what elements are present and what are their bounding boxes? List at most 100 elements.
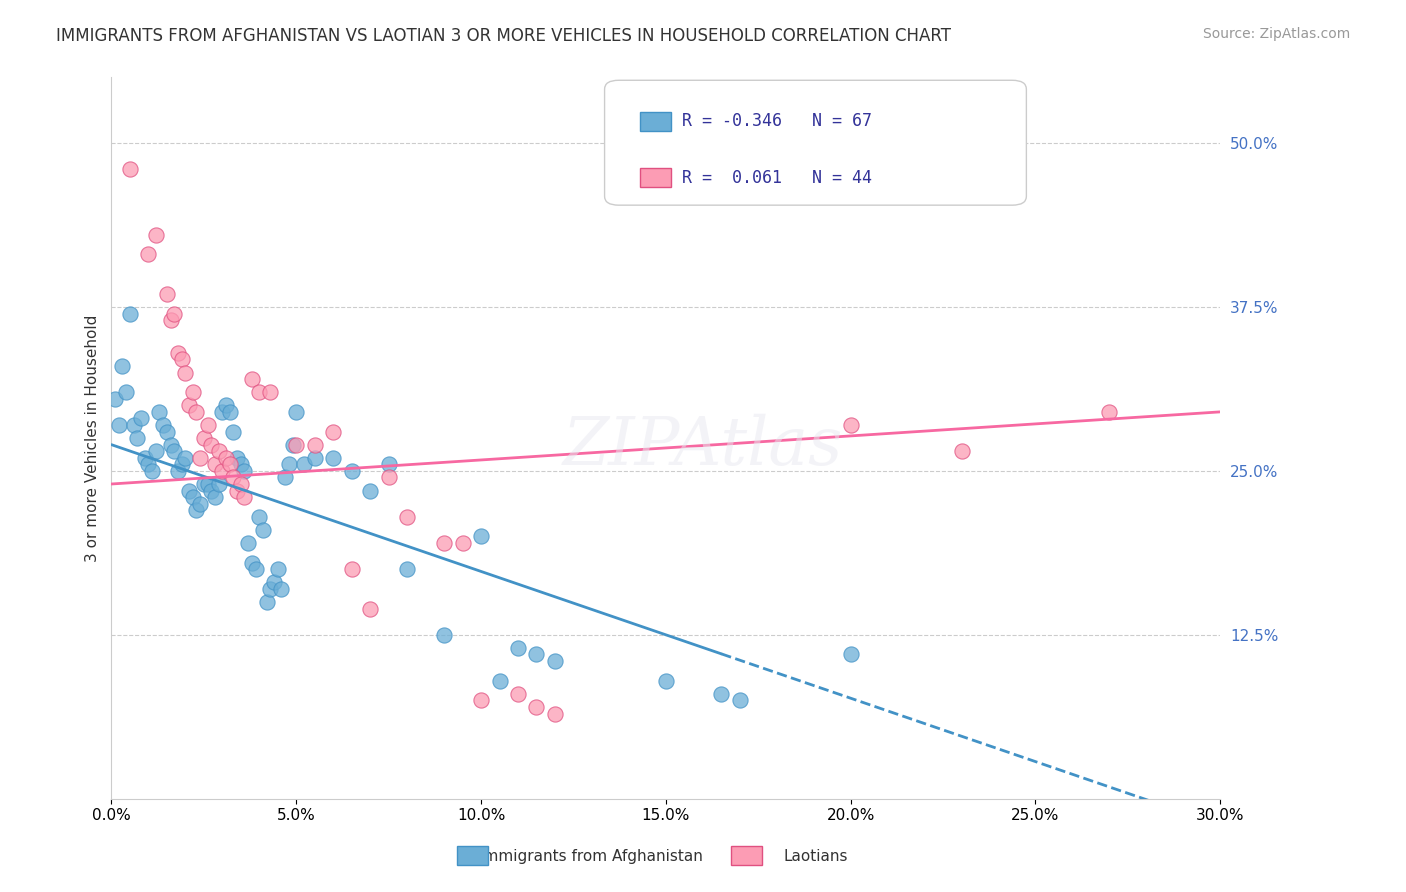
Text: R = -0.346   N = 67: R = -0.346 N = 67 [682,112,872,130]
Point [138,458,160,472]
Point [104,392,127,406]
Point [174,450,197,465]
Point [322,450,344,465]
Point [129,411,152,425]
Point [433,628,456,642]
Point [186,405,208,419]
Point [506,687,529,701]
Point [193,477,215,491]
Point [277,458,299,472]
Point [263,575,285,590]
Point [218,405,240,419]
Point [238,536,260,550]
Point [245,562,267,576]
Point [170,458,193,472]
Point [148,405,170,419]
Point [506,640,529,655]
Y-axis label: 3 or more Vehicles in Household: 3 or more Vehicles in Household [86,314,100,562]
Point [177,398,200,412]
Point [204,490,226,504]
Point [233,490,256,504]
Text: ZIPAtlas: ZIPAtlas [562,413,844,479]
Point [839,648,862,662]
Point [322,425,344,439]
Point [122,417,145,432]
Point [141,464,163,478]
Point [181,385,204,400]
Point [229,477,252,491]
Point [222,425,245,439]
Point [281,437,304,451]
Point [396,509,419,524]
Point [340,562,363,576]
Point [526,648,548,662]
Point [259,582,281,596]
Point [247,509,270,524]
Point [240,556,263,570]
Point [728,693,751,707]
Point [163,444,186,458]
Point [359,483,381,498]
Point [267,562,290,576]
Point [270,582,292,596]
Point [240,372,263,386]
Point [207,444,229,458]
Point [156,286,179,301]
Point [197,477,219,491]
Point [111,359,134,373]
Point [163,306,186,320]
Point [470,693,492,707]
Point [115,385,138,400]
Point [218,458,240,472]
Point [544,706,567,721]
Point [222,470,245,484]
Point [118,306,141,320]
Text: Source: ZipAtlas.com: Source: ZipAtlas.com [1202,27,1350,41]
Point [118,162,141,177]
Point [186,503,208,517]
Point [950,444,973,458]
Point [211,405,233,419]
Point [174,366,197,380]
Point [159,313,181,327]
Point [839,417,862,432]
Point [193,431,215,445]
Point [138,247,160,261]
Point [285,437,308,451]
Point [292,458,315,472]
Point [226,450,249,465]
Point [526,700,548,714]
Point [488,673,510,688]
Point [107,417,129,432]
Point [226,483,249,498]
Point [1098,405,1121,419]
Point [170,352,193,367]
Point [200,483,222,498]
Point [152,417,174,432]
Point [207,477,229,491]
Point [211,464,233,478]
Point [181,490,204,504]
Point [127,431,149,445]
Point [159,437,181,451]
Point [304,437,326,451]
Point [377,458,399,472]
Point [167,346,190,360]
Point [233,464,256,478]
Point [156,425,179,439]
Point [256,595,278,609]
Point [215,398,238,412]
Point [204,458,226,472]
Text: R =  0.061   N = 44: R = 0.061 N = 44 [682,169,872,186]
Point [197,417,219,432]
Point [134,450,156,465]
Point [145,444,167,458]
Point [655,673,678,688]
Point [304,450,326,465]
Point [274,470,297,484]
Point [259,385,281,400]
Point [215,450,238,465]
Point [145,227,167,242]
Point [285,405,308,419]
Point [710,687,733,701]
